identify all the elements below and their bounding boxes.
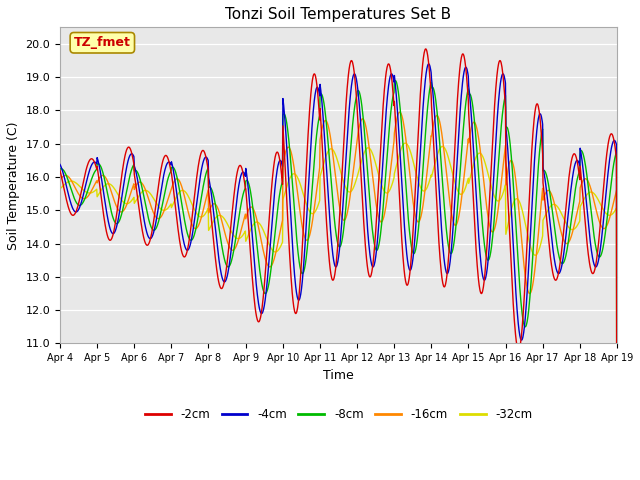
Title: Tonzi Soil Temperatures Set B: Tonzi Soil Temperatures Set B	[225, 7, 451, 22]
X-axis label: Time: Time	[323, 369, 354, 382]
Legend: -2cm, -4cm, -8cm, -16cm, -32cm: -2cm, -4cm, -8cm, -16cm, -32cm	[140, 403, 537, 426]
Y-axis label: Soil Temperature (C): Soil Temperature (C)	[7, 121, 20, 250]
Text: TZ_fmet: TZ_fmet	[74, 36, 131, 49]
